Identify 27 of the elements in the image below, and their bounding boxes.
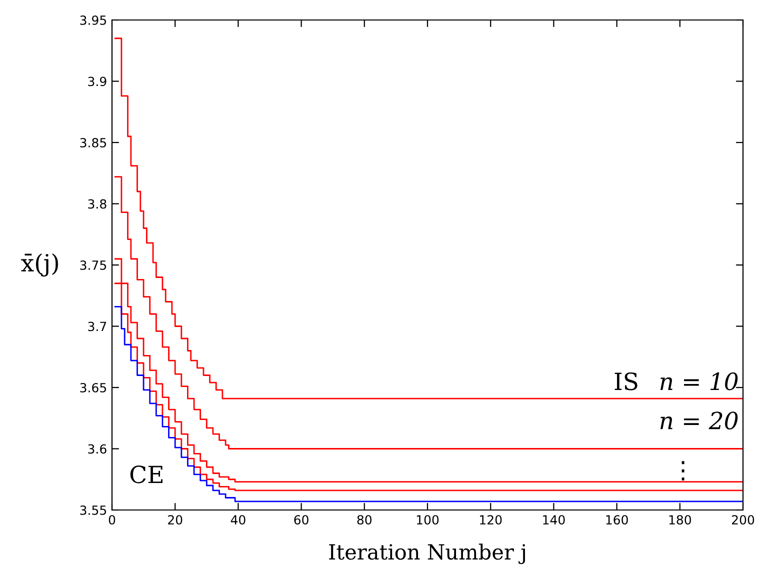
annotation: n = 10 (660, 372, 738, 390)
x-tick-label: 100 (416, 515, 439, 525)
x-tick-label: 80 (357, 515, 372, 525)
y-tick-label: 3.9 (88, 76, 106, 86)
y-tick-label: 3.65 (80, 382, 106, 392)
x-tick-label: 140 (543, 515, 565, 525)
y-tick-label: 3.6 (88, 444, 106, 454)
x-tick-label: 200 (732, 515, 754, 525)
x-tick-label: 0 (108, 515, 116, 525)
y-tick-label: 3.8 (88, 199, 106, 209)
x-tick-label: 60 (294, 515, 308, 525)
x-tick-label: 40 (230, 515, 246, 525)
x-tick-label: 180 (669, 515, 691, 525)
y-tick-label: 3.55 (80, 505, 106, 515)
annotation: IS (614, 372, 638, 390)
y-tick-label: 3.75 (80, 260, 106, 270)
y-axis-title: x̄(j) (21, 253, 58, 277)
y-tick-label: 3.95 (80, 15, 106, 25)
x-tick-label: 160 (606, 515, 628, 525)
annotation: CE (130, 466, 162, 484)
annotation: n = 20 (660, 412, 738, 430)
x-tick-label: 120 (480, 515, 502, 525)
y-tick-label: 3.7 (88, 322, 106, 332)
x-tick-label: 20 (168, 515, 182, 525)
x-axis-title: Iteration Number j (329, 544, 525, 564)
y-tick-label: 3.85 (80, 138, 106, 148)
annotation: ⋮ (682, 461, 684, 480)
